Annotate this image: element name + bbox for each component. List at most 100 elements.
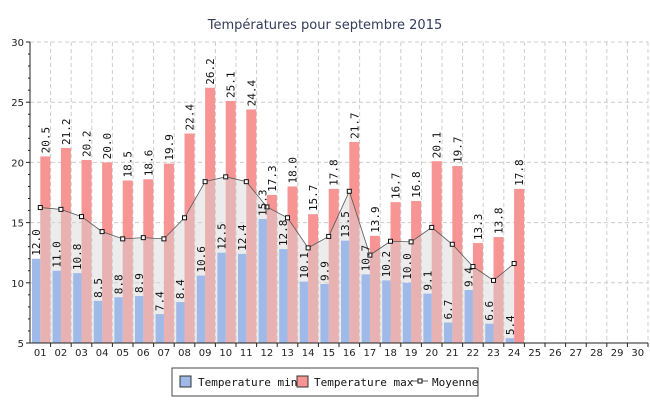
bar-temperature-max <box>205 87 216 343</box>
legend-box <box>171 367 479 397</box>
bar-temperature-max <box>225 100 236 343</box>
point-moyenne <box>326 233 332 239</box>
bar-temperature-max <box>411 200 422 343</box>
point-moyenne <box>449 241 455 247</box>
point-moyenne <box>223 174 229 180</box>
line-moyenne <box>40 176 515 281</box>
bar-temperature-min <box>444 322 453 343</box>
bar-temperature-min <box>361 274 370 343</box>
data-label-max: 24.4 <box>245 80 258 107</box>
bar-temperature-max <box>102 162 113 343</box>
data-label-min: 10.8 <box>71 244 84 271</box>
data-label-min: 8.9 <box>133 273 146 293</box>
legend-label-min: Temperature min <box>198 376 297 389</box>
bar-temperature-max <box>287 186 298 343</box>
point-moyenne <box>264 204 270 210</box>
bar-temperature-max <box>493 237 504 343</box>
bar-temperature-max <box>143 179 154 343</box>
x-tick-label: 15 <box>322 348 335 359</box>
data-label-max: 20.5 <box>39 127 52 154</box>
point-moyenne <box>243 179 249 185</box>
data-label-max: 20.2 <box>81 130 94 157</box>
x-tick-label: 12 <box>261 348 274 359</box>
bar-temperature-max <box>390 202 401 343</box>
bar-temperature-min <box>73 273 82 343</box>
bar-temperature-max <box>349 141 360 343</box>
bar-temperature-max <box>308 214 319 343</box>
data-label-min: 10.7 <box>360 245 373 272</box>
data-label-min: 13.5 <box>339 211 352 238</box>
point-moyenne <box>408 239 414 245</box>
data-label-min: 9.9 <box>318 261 331 281</box>
data-label-max: 16.8 <box>410 171 423 198</box>
x-tick-label: 29 <box>611 348 624 359</box>
data-label-max: 18.0 <box>287 157 300 184</box>
x-tick-label: 09 <box>199 348 212 359</box>
x-tick-label: 22 <box>467 348 480 359</box>
bar-temperature-max <box>184 133 195 343</box>
legend-swatch-min <box>179 375 192 388</box>
data-label-max: 26.2 <box>204 58 217 85</box>
point-moyenne <box>285 215 290 221</box>
bar-temperature-max <box>60 147 71 343</box>
x-tick-label: 27 <box>570 348 583 359</box>
data-label-max: 13.3 <box>472 214 485 241</box>
data-label-min: 12.4 <box>236 224 249 251</box>
bar-temperature-min <box>464 290 473 343</box>
legend-label-max: Temperature max <box>314 376 414 389</box>
data-label-max: 16.7 <box>390 173 403 200</box>
bar-temperature-max <box>472 243 483 343</box>
x-tick-label: 17 <box>364 348 377 359</box>
data-label-min: 12.5 <box>215 223 228 250</box>
y-tick-label: 15 <box>11 219 24 230</box>
bar-temperature-max <box>246 109 257 343</box>
point-moyenne <box>346 188 352 194</box>
x-tick-label: 07 <box>158 348 171 359</box>
area-moyenne <box>40 176 515 343</box>
x-tick-label: 19 <box>405 348 418 359</box>
bar-temperature-min <box>423 293 432 343</box>
x-tick-label: 28 <box>590 348 603 359</box>
point-moyenne <box>182 215 187 221</box>
data-label-min: 6.6 <box>483 301 496 321</box>
data-label-max: 20.0 <box>101 133 114 160</box>
x-tick-label: 26 <box>549 348 562 359</box>
bar-temperature-min <box>155 314 164 343</box>
data-label-max: 15.7 <box>307 185 320 212</box>
data-label-max: 21.2 <box>60 118 73 145</box>
bar-temperature-max <box>40 156 51 343</box>
point-moyenne <box>202 179 208 185</box>
x-tick-label: 02 <box>55 348 68 359</box>
bar-temperature-max <box>122 180 133 343</box>
bar-temperature-max <box>328 188 339 343</box>
bar-temperature-min <box>114 297 123 343</box>
bar-temperature-min <box>402 282 412 343</box>
y-tick-label: 20 <box>11 158 24 169</box>
data-label-min: 8.8 <box>112 274 125 294</box>
bar-temperature-max <box>266 194 277 343</box>
x-tick-label: 20 <box>425 348 438 359</box>
data-label-max: 17.8 <box>513 159 526 186</box>
data-label-min: 12.8 <box>277 220 290 247</box>
data-label-max: 13.9 <box>369 206 382 233</box>
y-tick-label: 30 <box>11 38 24 49</box>
data-label-min: 8.4 <box>174 279 187 299</box>
point-moyenne <box>120 236 126 242</box>
data-label-min: 11.0 <box>51 241 64 268</box>
point-moyenne <box>367 252 373 258</box>
bar-temperature-max <box>514 188 525 343</box>
point-moyenne <box>511 261 517 267</box>
x-tick-label: 05 <box>116 348 129 359</box>
data-label-max: 21.7 <box>348 112 361 139</box>
data-label-min: 10.6 <box>195 246 208 273</box>
data-label-min: 6.7 <box>442 300 455 320</box>
legend-label-moyenne: Moyenne <box>432 376 478 389</box>
x-tick-label: 04 <box>96 348 109 359</box>
data-label-max: 25.1 <box>225 71 238 98</box>
legend: Temperature min Temperature max Moyenne <box>171 367 479 397</box>
data-label-max: 22.4 <box>184 104 197 131</box>
bar-temperature-max <box>431 161 442 343</box>
bar-temperature-min <box>505 338 515 343</box>
bar-temperature-min <box>320 284 329 343</box>
